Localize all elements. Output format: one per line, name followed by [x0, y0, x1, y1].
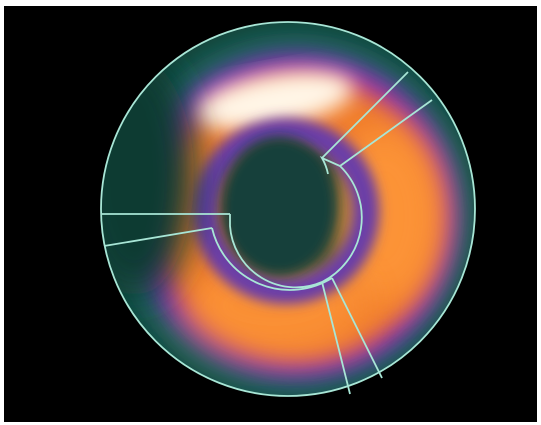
disk-content: [101, 22, 475, 396]
inner-arc-outer: [211, 227, 333, 291]
center-cavity: [221, 136, 337, 276]
segment-outlines: [100, 21, 476, 397]
outer-boundary: [100, 21, 476, 397]
inner-arc: [229, 156, 363, 289]
radial-line-6: [103, 227, 213, 247]
scan-panel: [4, 6, 537, 422]
radial-line-1: [321, 71, 409, 159]
polar-map-image: [100, 21, 476, 397]
inner-purple-rim: [193, 118, 379, 304]
radial-line-4: [331, 277, 383, 379]
top-highlight: [195, 71, 353, 131]
radial-line-3: [321, 281, 351, 395]
left-dark-region: [101, 56, 194, 296]
radial-line-2: [339, 99, 433, 167]
